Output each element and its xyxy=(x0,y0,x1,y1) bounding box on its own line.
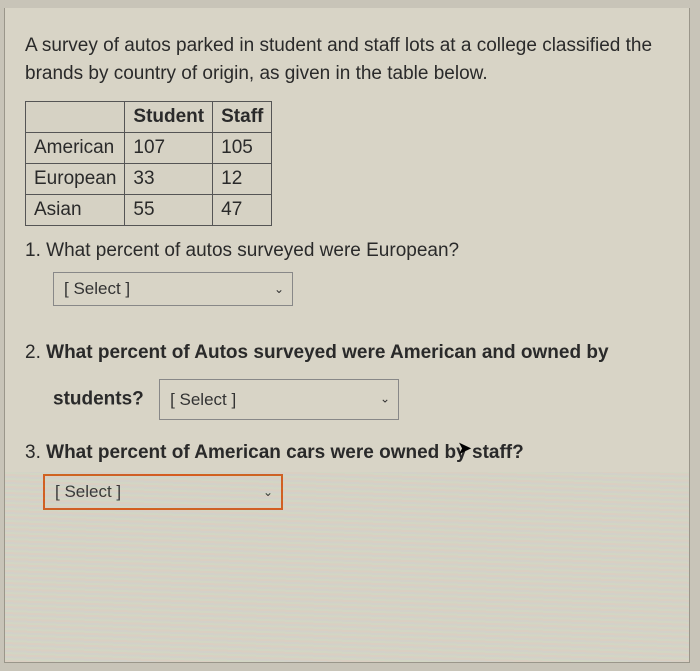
q2-text-b: students? xyxy=(53,388,144,409)
q1-select-label: [ Select ] xyxy=(64,279,130,298)
q1-number: 1. xyxy=(25,240,41,261)
q3-select[interactable]: [ Select ] ⌄ xyxy=(43,474,283,510)
cell: 33 xyxy=(125,164,213,195)
table-header-student: Student xyxy=(125,102,213,133)
q2-number: 2. xyxy=(25,342,41,363)
q2-text-a: What percent of Autos surveyed were Amer… xyxy=(46,342,608,363)
chevron-down-icon: ⌄ xyxy=(274,282,284,296)
question-1: 1. What percent of autos surveyed were E… xyxy=(25,236,669,266)
table-row: European 33 12 xyxy=(26,164,272,195)
table-header-blank xyxy=(26,102,125,133)
q3-number: 3. xyxy=(25,442,41,463)
cell: 105 xyxy=(213,133,272,164)
question-card: A survey of autos parked in student and … xyxy=(4,8,690,663)
q2-select-label: [ Select ] xyxy=(170,390,236,409)
intro-text: A survey of autos parked in student and … xyxy=(25,32,669,87)
row-label: Asian xyxy=(26,195,125,226)
q1-text: What percent of autos surveyed were Euro… xyxy=(46,240,459,261)
table-row: Asian 55 47 xyxy=(26,195,272,226)
cell: 12 xyxy=(213,164,272,195)
q2-select-wrap: [ Select ] ⌄ xyxy=(159,379,399,420)
cell: 55 xyxy=(125,195,213,226)
table-header-row: Student Staff xyxy=(26,102,272,133)
cell: 47 xyxy=(213,195,272,226)
row-label: American xyxy=(26,133,125,164)
question-3: 3. What percent of American cars were ow… xyxy=(25,438,669,468)
table-header-staff: Staff xyxy=(213,102,272,133)
table-row: American 107 105 xyxy=(26,133,272,164)
q1-select[interactable]: [ Select ] ⌄ xyxy=(53,272,293,306)
q3-select-wrap: [ Select ] ⌄ xyxy=(43,474,283,510)
row-label: European xyxy=(26,164,125,195)
q2-select[interactable]: [ Select ] ⌄ xyxy=(159,379,399,420)
q3-text: What percent of American cars were owned… xyxy=(46,442,524,463)
q1-select-wrap: [ Select ] ⌄ xyxy=(53,272,293,306)
chevron-down-icon: ⌄ xyxy=(263,485,273,499)
question-2: 2. What percent of Autos surveyed were A… xyxy=(25,338,669,368)
question-2-line2: students? [ Select ] ⌄ xyxy=(53,379,669,420)
data-table: Student Staff American 107 105 European … xyxy=(25,101,272,226)
q3-select-label: [ Select ] xyxy=(55,482,121,501)
chevron-down-icon: ⌄ xyxy=(380,390,390,409)
cell: 107 xyxy=(125,133,213,164)
